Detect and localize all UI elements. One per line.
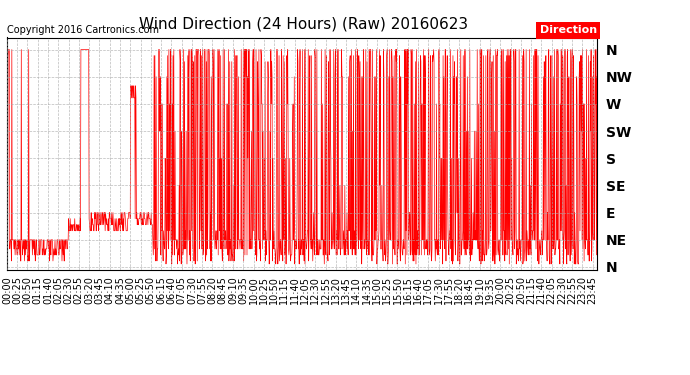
Text: Direction: Direction	[540, 25, 597, 35]
Text: Wind Direction (24 Hours) (Raw) 20160623: Wind Direction (24 Hours) (Raw) 20160623	[139, 17, 468, 32]
Text: Copyright 2016 Cartronics.com: Copyright 2016 Cartronics.com	[7, 25, 159, 35]
